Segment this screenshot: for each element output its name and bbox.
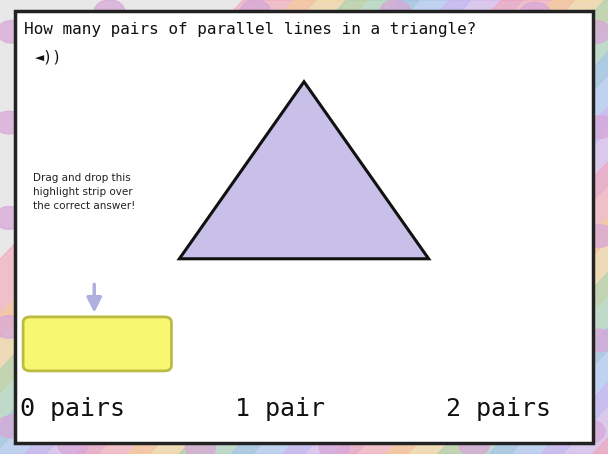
Polygon shape <box>24 0 523 454</box>
Circle shape <box>520 2 550 25</box>
Circle shape <box>581 20 608 43</box>
Polygon shape <box>489 0 608 454</box>
Circle shape <box>584 116 608 138</box>
Circle shape <box>575 420 605 443</box>
Circle shape <box>584 225 608 247</box>
Circle shape <box>0 207 24 229</box>
Polygon shape <box>179 0 608 454</box>
Polygon shape <box>0 0 368 454</box>
Circle shape <box>185 436 216 454</box>
Circle shape <box>584 329 608 352</box>
Text: 2 pairs: 2 pairs <box>446 397 551 420</box>
Circle shape <box>240 0 271 23</box>
Polygon shape <box>541 0 608 454</box>
Circle shape <box>380 0 410 23</box>
Text: ◄)): ◄)) <box>35 49 63 64</box>
Circle shape <box>58 434 88 454</box>
Circle shape <box>0 20 27 43</box>
Polygon shape <box>438 0 608 454</box>
Polygon shape <box>0 0 316 454</box>
Circle shape <box>94 0 125 23</box>
Circle shape <box>319 436 350 454</box>
Polygon shape <box>0 0 420 454</box>
Circle shape <box>0 415 27 438</box>
Circle shape <box>0 316 24 338</box>
Text: How many pairs of parallel lines in a triangle?: How many pairs of parallel lines in a tr… <box>24 22 477 37</box>
Circle shape <box>0 111 24 134</box>
Text: 1 pair: 1 pair <box>235 397 325 420</box>
Polygon shape <box>128 0 608 454</box>
Text: 0 pairs: 0 pairs <box>21 397 125 420</box>
Circle shape <box>459 434 489 454</box>
Polygon shape <box>76 0 575 454</box>
Polygon shape <box>283 0 608 454</box>
Polygon shape <box>231 0 608 454</box>
Polygon shape <box>334 0 608 454</box>
FancyBboxPatch shape <box>15 11 593 443</box>
Polygon shape <box>593 0 608 454</box>
Polygon shape <box>386 0 608 454</box>
Polygon shape <box>179 82 429 259</box>
Text: Drag and drop this
highlight strip over
the correct answer!: Drag and drop this highlight strip over … <box>33 173 136 211</box>
FancyBboxPatch shape <box>23 317 171 371</box>
Polygon shape <box>0 0 471 454</box>
